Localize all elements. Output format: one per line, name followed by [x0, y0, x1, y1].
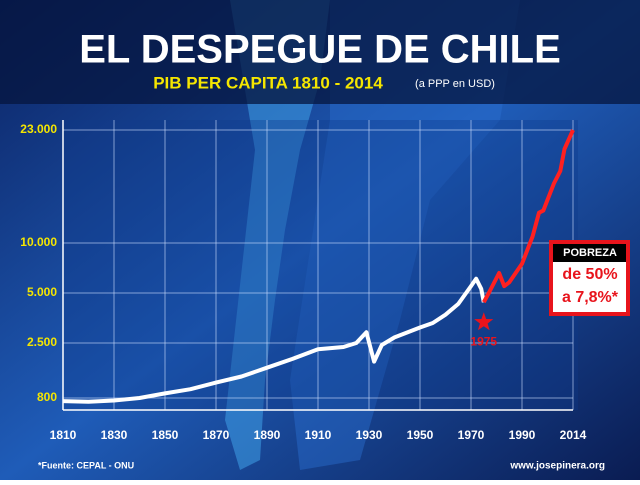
header-band — [0, 0, 640, 104]
source: *Fuente: CEPAL - ONU — [38, 460, 134, 470]
x-tick-label: 1890 — [254, 428, 281, 442]
chart-subtitle: PIB PER CAPITA 1810 - 2014 — [153, 73, 383, 92]
x-tick-label: 2014 — [560, 428, 587, 442]
star-marker — [474, 312, 494, 331]
plot: 1975 — [62, 120, 575, 411]
callout-title: POBREZA — [563, 247, 617, 259]
x-tick-label: 1930 — [356, 428, 383, 442]
x-tick-label: 1910 — [305, 428, 332, 442]
y-tick-label: 10.000 — [20, 235, 57, 249]
annotation: 1975 — [470, 334, 497, 348]
chart-title: EL DESPEGUE DE CHILE — [79, 28, 561, 72]
y-tick-label: 800 — [37, 390, 57, 404]
callout-header — [553, 244, 626, 262]
map-argentina — [290, 0, 520, 470]
y-tick-label: 23.000 — [20, 122, 57, 136]
x-tick-label: 1990 — [509, 428, 536, 442]
y-tick-label: 5.000 — [27, 285, 57, 299]
x-tick-label: 1810 — [50, 428, 77, 442]
website: www.josepinera.org — [509, 461, 605, 472]
plot-area — [63, 120, 578, 410]
callout-line2: a 7,8%* — [562, 289, 619, 306]
series-line — [62, 276, 486, 404]
x-tick-label: 1870 — [203, 428, 230, 442]
x-tick-label: 1850 — [152, 428, 179, 442]
callout-line1: de 50% — [562, 266, 617, 283]
x-tick-label: 1830 — [101, 428, 128, 442]
x-tick-label: 1970 — [458, 428, 485, 442]
y-tick-label: 2.500 — [27, 335, 57, 349]
unit-note: (a PPP en USD) — [415, 78, 495, 90]
map-chile — [225, 0, 330, 470]
x-tick-label: 1950 — [407, 428, 434, 442]
series-line — [482, 129, 575, 304]
